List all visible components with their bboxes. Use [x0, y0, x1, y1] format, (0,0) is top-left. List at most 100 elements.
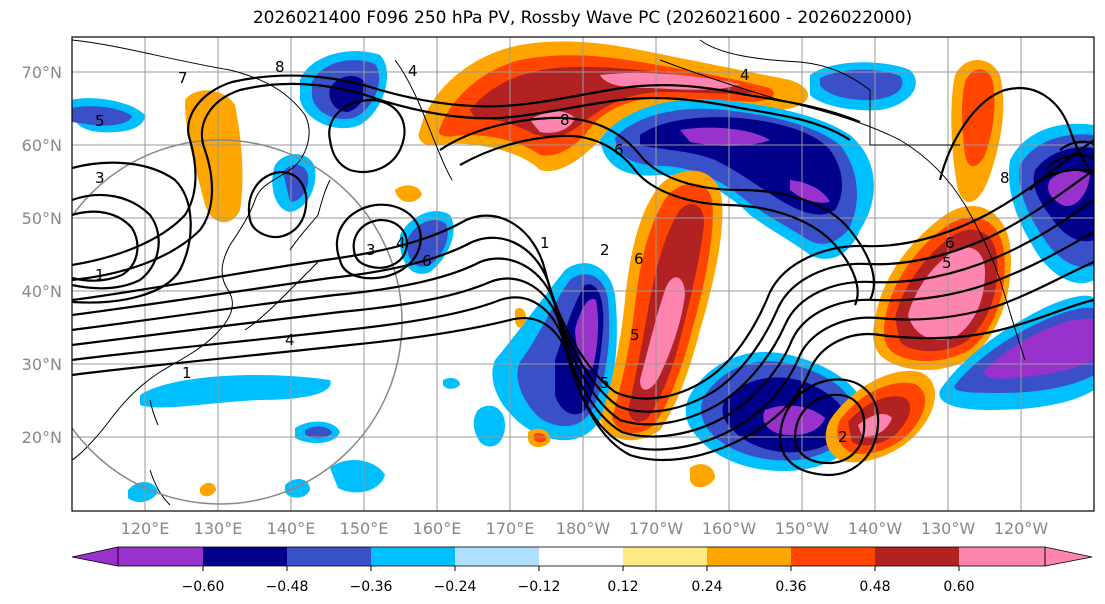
pv-contour-8: [72, 74, 861, 267]
colorbar-tick-7: 0.24: [691, 579, 722, 595]
anomaly-subtropic-royal-2: [305, 426, 332, 439]
anomaly-subtropic-sky-3: [330, 459, 385, 493]
contour-label-8b: 8: [560, 111, 570, 129]
lat-label-30n: 30°N: [22, 355, 62, 374]
colorbar-bin-9: [791, 547, 875, 566]
contour-label-4d: 4: [740, 66, 750, 84]
pv-contour-low-2: [352, 218, 408, 269]
colorbar-extend-low: [71, 546, 119, 567]
anomaly-subtropic-orange-3: [200, 482, 216, 497]
anomaly-subtropic-sky-1: [140, 375, 331, 408]
contour-label-6a: 6: [422, 252, 432, 270]
coastline-taiwan: [149, 399, 159, 426]
pv-contour-1: [72, 298, 1094, 462]
contour-label-5c: 5: [630, 326, 640, 344]
colorbar-tick-5: −0.12: [518, 579, 561, 595]
anomaly-nw-royal: [72, 106, 132, 126]
lat-label-70n: 70°N: [22, 63, 62, 82]
contour-label-7a: 7: [178, 69, 188, 87]
pv-contours: [72, 74, 1094, 477]
contour-label-5d: 5: [942, 254, 952, 272]
contour-label-5a: 5: [95, 112, 105, 130]
pv-contour-nw-2: [72, 210, 139, 282]
pv-contour-low-3: [247, 170, 308, 239]
contour-labels: 7 8 4 5 3 1 1 4 3 4 6 1 2 6 8 4 6 5 5 5 …: [95, 58, 1010, 446]
colorbar-tick-10: 0.60: [943, 579, 974, 595]
lon-label-150e: 150°E: [340, 519, 389, 538]
map-title: 2026021400 F096 250 hPa PV, Rossby Wave …: [252, 8, 913, 28]
anomaly-nw-orange: [185, 90, 243, 223]
anomaly-trough-north-purple: [680, 127, 770, 146]
pv-contour-9: [439, 116, 875, 301]
colorbar-bin-11: [959, 547, 1045, 566]
pv-contour-south-2: [793, 393, 866, 465]
lon-label-130e: 130°E: [194, 519, 243, 538]
colorbar-tick-9: 0.48: [859, 579, 890, 595]
colorbar-bin-2: [203, 547, 287, 566]
lon-label-160e: 160°E: [413, 519, 462, 538]
colorbar: −0.60 −0.48 −0.36 −0.24 −0.12 0.12 0.24 …: [71, 546, 1093, 595]
contour-label-1c: 1: [540, 234, 550, 252]
pv-contour-10: [459, 134, 859, 306]
colorbar-bin-6: [539, 547, 623, 566]
colorbar-bin-8: [707, 547, 791, 566]
pv-contour-na-1: [938, 87, 1094, 181]
anomaly-ridge-west-coast-pink: [908, 247, 985, 340]
anomaly-ridge-north-coast-red: [961, 69, 995, 167]
colorbar-bin-1: [118, 547, 203, 566]
anomaly-trough-north-purple2: [790, 180, 830, 203]
lon-label-170e: 170°E: [486, 519, 535, 538]
anomaly-small-orange-kamchatka: [395, 185, 422, 202]
pv-contour-nw-3: [72, 161, 192, 304]
pv-contour-na-2: [1059, 140, 1094, 151]
pv-contour-south-1: [778, 378, 880, 477]
contour-label-3b: 3: [366, 241, 376, 259]
colorbar-tick-8: 0.36: [775, 579, 806, 595]
coastline-japan: [244, 179, 331, 331]
map-frame: [71, 36, 1095, 512]
contour-label-2b: 2: [838, 428, 848, 446]
coastline-alaska: [659, 59, 1026, 361]
contour-label-6d: 6: [945, 234, 955, 252]
pv-contour-6: [72, 139, 1094, 400]
contour-label-2a: 2: [600, 241, 610, 259]
pv-contour-nw-1: [72, 193, 160, 290]
coastline-alaska-interior: [699, 39, 960, 146]
colorbar-bin-7: [623, 547, 707, 566]
pv-contour-low-1: [335, 203, 422, 280]
lon-label-120w: 120°W: [994, 519, 1049, 538]
contour-label-1a: 1: [95, 266, 105, 284]
pv-contour-na-4: [1029, 168, 1094, 191]
pv-contour-2: [72, 260, 1094, 451]
colorbar-outline: [117, 546, 1046, 567]
contour-label-6c: 6: [614, 141, 624, 159]
contour-label-1b: 1: [182, 364, 192, 382]
pv-contour-4: [72, 199, 1094, 426]
anomaly-subtropic-sky-4: [473, 405, 505, 447]
lat-label-60n: 60°N: [22, 136, 62, 155]
contour-label-8c: 8: [1000, 169, 1010, 187]
colorbar-tick-6: 0.12: [607, 579, 638, 595]
lon-label-150w: 150°W: [775, 519, 830, 538]
colorbar-bin-5: [455, 547, 539, 566]
lon-label-180w: 180°W: [556, 519, 611, 538]
longitude-labels: 120°E 130°E 140°E 150°E 160°E 170°E 180°…: [121, 519, 1049, 538]
lon-label-140e: 140°E: [267, 519, 316, 538]
colorbar-tick-1: −0.60: [182, 579, 225, 595]
anomaly-subtropic-sky-7: [443, 377, 460, 389]
colorbar-tick-4: −0.24: [434, 579, 477, 595]
anomaly-arctic-royal: [820, 69, 903, 101]
colorbar-tick-3: −0.36: [350, 579, 393, 595]
contour-label-6b: 6: [634, 250, 644, 268]
colorbar-bin-3: [287, 547, 371, 566]
lon-label-170w: 170°W: [629, 519, 684, 538]
lon-label-120e: 120°E: [121, 519, 170, 538]
anomaly-subtropic-sky-6: [128, 481, 158, 503]
contour-label-5b: 5: [600, 374, 610, 392]
lat-label-40n: 40°N: [22, 282, 62, 301]
anomaly-ridge-kamchatka-pink2: [530, 111, 575, 133]
pv-contour-7: [72, 82, 851, 282]
colorbar-bin-4: [371, 547, 455, 566]
pv-contour-low-4: [328, 98, 406, 174]
